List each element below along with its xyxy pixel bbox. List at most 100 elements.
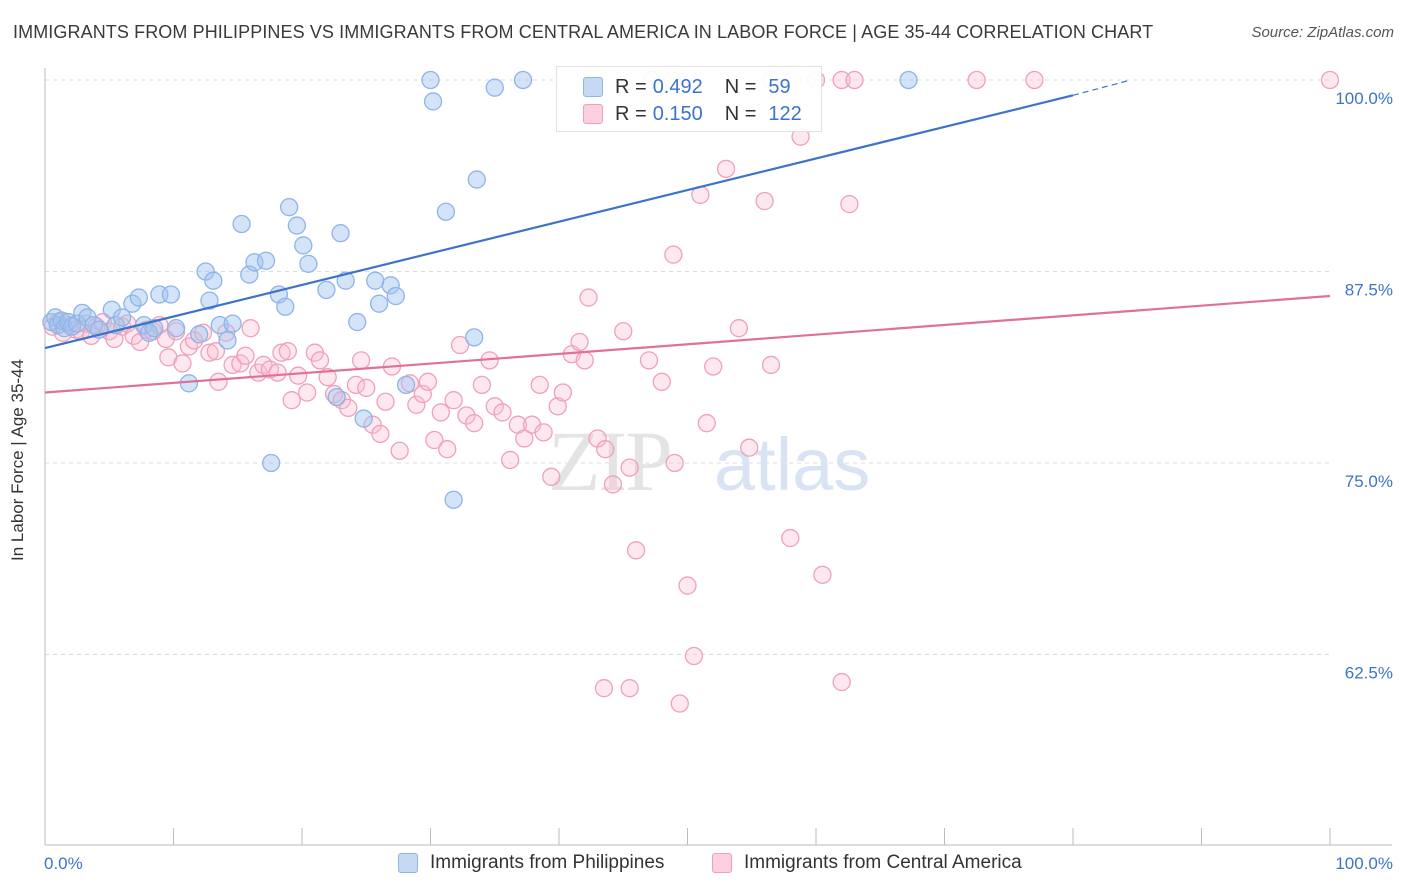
- data-point: [112, 308, 132, 327]
- data-point: [232, 214, 251, 234]
- chart-title: IMMIGRANTS FROM PHILIPPINES VS IMMIGRANT…: [13, 22, 1154, 42]
- legend-n-value-central-america: 122: [768, 102, 802, 125]
- data-point: [363, 415, 382, 434]
- data-point: [444, 391, 463, 410]
- data-point: [967, 70, 986, 90]
- tick-labels: 100.0% 87.5% 75.0% 62.5% 0.0% 100.0%: [44, 89, 1393, 873]
- legend-item-central-america[interactable]: Immigrants from Central America: [712, 852, 1022, 874]
- legend-label-philippines: Immigrants from Philippines: [430, 852, 665, 873]
- data-point: [129, 288, 148, 307]
- data-point: [396, 375, 416, 395]
- data-point: [346, 375, 366, 395]
- legend-r-label: R =: [615, 102, 647, 125]
- data-point: [840, 194, 859, 214]
- y-tick-label: 75.0%: [1345, 472, 1393, 491]
- data-point: [200, 291, 219, 310]
- legend-swatch-philippines: [398, 853, 418, 873]
- data-point: [310, 351, 330, 370]
- y-tick-label: 87.5%: [1345, 281, 1393, 300]
- data-point: [102, 300, 121, 319]
- data-point: [262, 453, 281, 473]
- series-central-america-points: [43, 70, 1340, 713]
- data-point: [832, 70, 851, 90]
- data-point: [236, 346, 255, 365]
- legend-r-value-philippines: 0.492: [652, 75, 703, 98]
- data-point: [418, 372, 438, 391]
- data-point: [1025, 70, 1044, 90]
- legend-n-label: N =: [724, 75, 757, 98]
- data-point: [166, 319, 186, 338]
- data-point: [366, 271, 385, 290]
- data-point: [209, 372, 228, 391]
- data-point: [206, 342, 226, 361]
- watermark-atlas: atlas: [714, 423, 870, 506]
- data-point: [369, 294, 389, 313]
- data-point: [450, 335, 470, 355]
- data-point: [223, 314, 242, 333]
- data-point: [327, 387, 346, 407]
- data-point: [472, 375, 492, 395]
- data-point: [579, 288, 598, 307]
- source-credit: Source: ZipAtlas.com: [1251, 24, 1394, 41]
- data-point: [813, 565, 832, 584]
- trend-line-philippines: [44, 94, 1074, 350]
- data-point: [390, 441, 409, 460]
- data-point: [173, 354, 192, 373]
- data-point: [575, 351, 594, 370]
- data-point: [421, 70, 440, 90]
- legend-item-philippines[interactable]: Immigrants from Philippines: [398, 852, 664, 874]
- legend-n-value-philippines: 59: [768, 75, 791, 98]
- data-point: [665, 453, 684, 473]
- y-tick-label: 100.0%: [1335, 89, 1393, 108]
- data-point: [336, 271, 355, 290]
- data-point: [436, 202, 456, 221]
- legend-label-central-america: Immigrants from Central America: [744, 852, 1022, 873]
- data-point: [697, 414, 716, 433]
- data-point: [670, 694, 689, 713]
- data-point: [652, 372, 671, 391]
- data-point: [614, 322, 633, 341]
- axes: [44, 68, 1392, 846]
- data-point: [278, 342, 298, 361]
- data-point: [357, 378, 376, 398]
- data-point: [376, 392, 395, 411]
- data-point: [594, 679, 614, 698]
- data-point: [603, 475, 623, 494]
- data-point: [190, 325, 209, 344]
- legend-row-central-america: R = 0.150 N = 122: [583, 101, 802, 127]
- data-point: [425, 430, 444, 450]
- legend-swatch-central-america: [712, 853, 732, 873]
- data-point: [832, 672, 851, 692]
- data-point: [781, 528, 800, 548]
- data-point: [684, 646, 704, 666]
- data-point: [553, 383, 573, 402]
- data-point: [899, 70, 918, 90]
- data-point: [386, 286, 405, 306]
- data-point: [381, 276, 400, 295]
- data-point: [179, 374, 199, 393]
- data-point: [245, 253, 264, 272]
- data-point: [1320, 70, 1340, 90]
- data-point: [294, 236, 313, 255]
- data-point: [204, 271, 223, 290]
- data-point: [200, 343, 219, 362]
- data-point: [485, 78, 504, 97]
- watermark: ZIP atlas: [548, 413, 870, 509]
- data-point: [465, 414, 484, 433]
- data-point: [218, 331, 237, 350]
- legend-r-label: R =: [615, 75, 647, 98]
- y-tick-label: 62.5%: [1345, 664, 1393, 683]
- data-point: [438, 440, 457, 459]
- data-point: [678, 576, 697, 595]
- data-point: [318, 368, 337, 387]
- x-tick-label-min: 0.0%: [44, 854, 83, 873]
- series-legend: Immigrants from Philippines Immigrants f…: [0, 852, 1406, 878]
- data-point: [755, 191, 774, 211]
- data-point: [596, 440, 615, 459]
- data-point: [371, 424, 390, 444]
- data-point: [351, 351, 371, 370]
- data-point: [279, 198, 299, 217]
- legend-swatch-philippines: [583, 77, 603, 97]
- legend-n-label: N =: [724, 102, 757, 125]
